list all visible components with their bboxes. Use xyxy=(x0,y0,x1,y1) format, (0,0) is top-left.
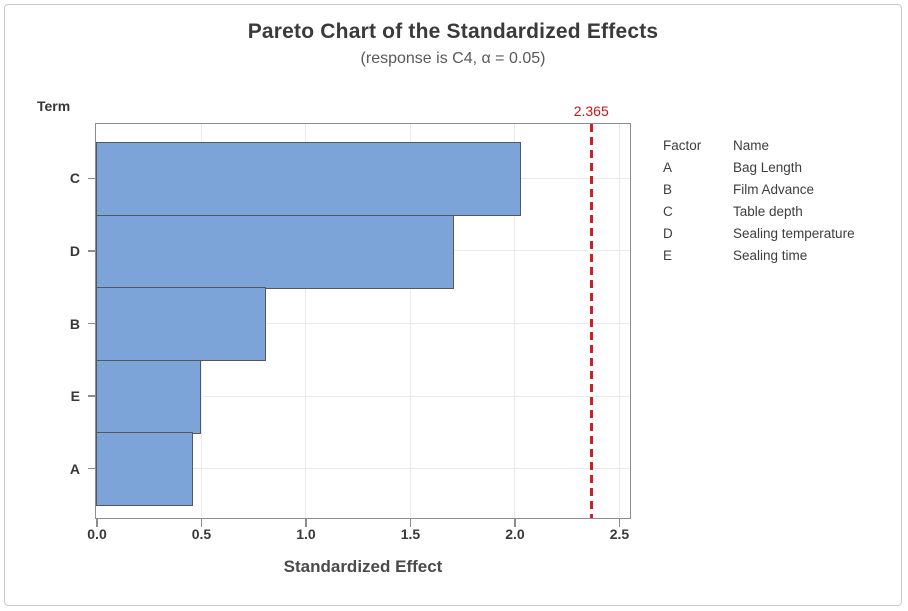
x-tick-label: 1.5 xyxy=(400,526,421,542)
x-tick-mark xyxy=(618,519,621,527)
x-tick-mark xyxy=(409,519,412,527)
x-tick-label: 2.0 xyxy=(505,526,525,542)
legend-factor-letter: C xyxy=(663,204,673,219)
gridline-horizontal xyxy=(96,323,630,324)
x-tick-label: 1.0 xyxy=(296,526,316,542)
y-tick-mark xyxy=(88,322,95,325)
legend-factor-name: Bag Length xyxy=(733,160,803,175)
x-tick-mark xyxy=(200,519,203,527)
bar-A xyxy=(96,432,194,507)
legend-factor-name: Table depth xyxy=(733,204,803,219)
y-tick-mark xyxy=(88,177,95,180)
y-tick-label: C xyxy=(69,170,80,187)
bar-E xyxy=(96,359,202,434)
x-tick-mark xyxy=(305,519,307,527)
y-tick-label: B xyxy=(69,315,80,332)
legend-header: Factor Name xyxy=(663,135,855,157)
y-tick-label: A xyxy=(69,460,80,477)
chart-subtitle: (response is C4, α = 0.05) xyxy=(360,50,546,67)
legend-factor-name: Film Advance xyxy=(733,182,815,197)
gridline-vertical xyxy=(409,124,411,518)
legend-factor-letter: E xyxy=(663,248,673,263)
x-tick-mark xyxy=(96,519,98,527)
plot-area: 0.0 0.5 1.0 1.5 2.0 2.5 C D B E A 2.365 xyxy=(70,103,631,542)
legend-factor-name: Sealing temperature xyxy=(733,226,855,241)
y-tick-mark xyxy=(88,467,95,470)
legend-row: B Film Advance xyxy=(663,179,855,201)
bar-B xyxy=(96,287,267,362)
y-tick-mark xyxy=(88,395,95,397)
legend-row: A Bag Length xyxy=(663,157,855,179)
y-tick-label: E xyxy=(70,388,80,405)
legend-factor-letter: A xyxy=(663,160,673,175)
x-tick-label: 0.0 xyxy=(87,526,107,542)
legend-row: E Sealing time xyxy=(663,245,855,267)
legend-header-name: Name xyxy=(733,138,770,153)
gridline-horizontal xyxy=(96,395,630,397)
y-axis-title: Term xyxy=(37,98,71,114)
factor-legend: Factor Name A Bag Length B Film Advance C Table… xyxy=(663,135,855,267)
legend-factor-letter: B xyxy=(663,182,673,197)
y-tick-label: D xyxy=(69,242,80,259)
legend-factor-name: Sealing time xyxy=(733,248,808,263)
gridline-vertical xyxy=(514,124,516,518)
chart-title: Pareto Chart of the Standardized Effects xyxy=(247,20,659,43)
gridline-vertical xyxy=(305,124,307,518)
bar-D xyxy=(96,214,455,289)
legend-row: C Table depth xyxy=(663,201,855,223)
legend-header-factor: Factor xyxy=(663,138,702,153)
reference-line xyxy=(589,124,593,518)
y-tick-mark xyxy=(88,250,95,252)
x-tick-label: 2.5 xyxy=(609,526,630,542)
x-tick-label: 0.5 xyxy=(191,526,212,542)
x-axis-title: Standardized Effect xyxy=(283,557,443,576)
gridline-horizontal xyxy=(96,468,630,470)
x-tick-mark xyxy=(514,519,516,527)
chart-canvas: Pareto Chart of the Standardized Effects… xyxy=(4,4,902,606)
bar-C xyxy=(96,142,522,216)
gridline-vertical xyxy=(618,124,620,518)
legend-row: D Sealing temperature xyxy=(663,223,855,245)
legend-factor-letter: D xyxy=(663,226,673,241)
reference-line-label: 2.365 xyxy=(573,103,609,119)
